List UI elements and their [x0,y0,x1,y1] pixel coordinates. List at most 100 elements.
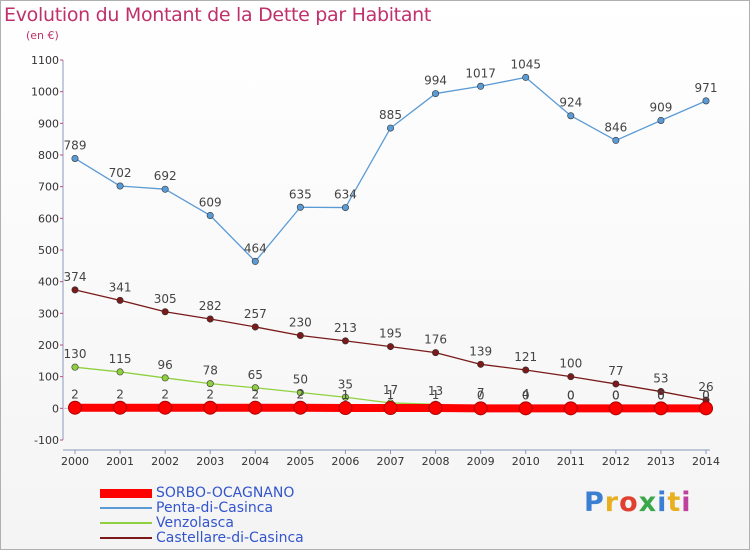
data-label: 65 [248,368,263,382]
data-label: 634 [334,188,357,202]
data-label: 282 [199,299,222,313]
y-tick-label: -100 [34,434,59,447]
series-points [68,73,713,416]
data-label: 464 [244,241,267,255]
data-point [251,384,259,392]
data-point [203,400,218,415]
legend-swatch [100,537,152,539]
data-label: 4 [522,387,530,401]
data-point [206,380,214,388]
legend-swatch [100,507,152,509]
data-label: 2 [71,388,79,402]
data-point [383,401,398,416]
data-point [386,124,394,132]
data-point [68,400,82,415]
data-point [702,97,710,105]
legend-label: SORBO-OCAGNANO [156,485,295,501]
data-label: 78 [203,364,218,378]
x-tick-label: 2003 [196,455,224,468]
data-point [567,373,575,381]
y-tick-label: 400 [38,276,59,289]
data-point [71,286,79,294]
legend-swatch [100,522,152,524]
data-label: 0 [522,388,530,402]
data-label: 17 [383,383,398,397]
data-point [567,112,575,120]
data-label: 609 [199,195,222,209]
legend-item: Penta-di-Casinca [100,500,273,516]
x-tick-label: 2000 [61,455,89,468]
data-point [116,296,124,304]
data-label: 702 [109,166,132,180]
data-point [113,400,128,415]
data-label: 635 [289,187,312,201]
data-label: 2 [116,388,124,402]
data-point [116,182,124,190]
x-tick-label: 2011 [557,455,585,468]
data-label: 26 [698,380,713,394]
data-label: 139 [469,344,492,358]
data-label: 0 [477,388,485,402]
chart-title: Evolution du Montant de la Dette par Hab… [4,4,432,26]
data-label: 130 [64,347,87,361]
data-point [522,73,530,81]
data-point [473,401,488,416]
data-label: 2 [251,388,259,402]
unit-label: (en €) [26,29,59,42]
x-tick-label: 2002 [151,455,179,468]
data-point [338,401,353,416]
data-label: 0 [657,388,665,402]
data-label: 374 [64,270,87,284]
data-point [161,374,169,382]
data-label: 994 [424,74,447,88]
data-label: 0 [567,388,575,402]
data-label: 213 [334,321,357,335]
y-tick-label: 1000 [31,86,59,99]
data-label: 1 [432,388,440,402]
legend-label: Castellare-di-Casinca [156,530,304,546]
data-point [518,401,533,416]
data-label: 341 [109,280,132,294]
data-label: 846 [604,120,627,134]
data-label: 77 [608,364,623,378]
data-point [612,380,620,388]
y-tick-label: 700 [38,181,59,194]
y-tick-label: 100 [38,371,59,384]
x-tick-label: 2004 [241,455,269,468]
y-tick-label: 200 [38,339,59,352]
data-label: 53 [653,372,668,386]
data-point [251,257,259,265]
data-label: 789 [64,138,87,152]
data-label: 1 [387,388,395,402]
data-point [296,388,304,396]
data-point [477,360,485,368]
x-tick-label: 2007 [377,455,405,468]
data-label: 924 [559,96,582,110]
data-label: 0 [702,388,710,402]
data-point [341,393,349,401]
legend-label: Venzolasca [156,515,234,531]
x-tick-label: 2012 [602,455,630,468]
x-tick-label: 2009 [467,455,495,468]
data-label: 35 [338,377,353,391]
y-tick-label: 300 [38,307,59,320]
data-label: 692 [154,169,177,183]
data-point [251,323,259,331]
data-point [563,401,578,416]
data-label: 1017 [465,66,496,80]
data-point [432,90,440,98]
data-label: 305 [154,292,177,306]
x-tick-label: 2008 [422,455,450,468]
data-point [657,116,665,124]
x-tick-label: 2010 [512,455,540,468]
x-tick-label: 2006 [331,455,359,468]
data-point [386,343,394,351]
data-label: 1045 [510,57,541,71]
data-label: 176 [424,333,447,347]
x-tick-label: 2001 [106,455,134,468]
y-tick-label: 900 [38,117,59,130]
data-point [248,400,263,415]
x-tick-label: 2014 [692,455,720,468]
data-label: 230 [289,316,312,330]
